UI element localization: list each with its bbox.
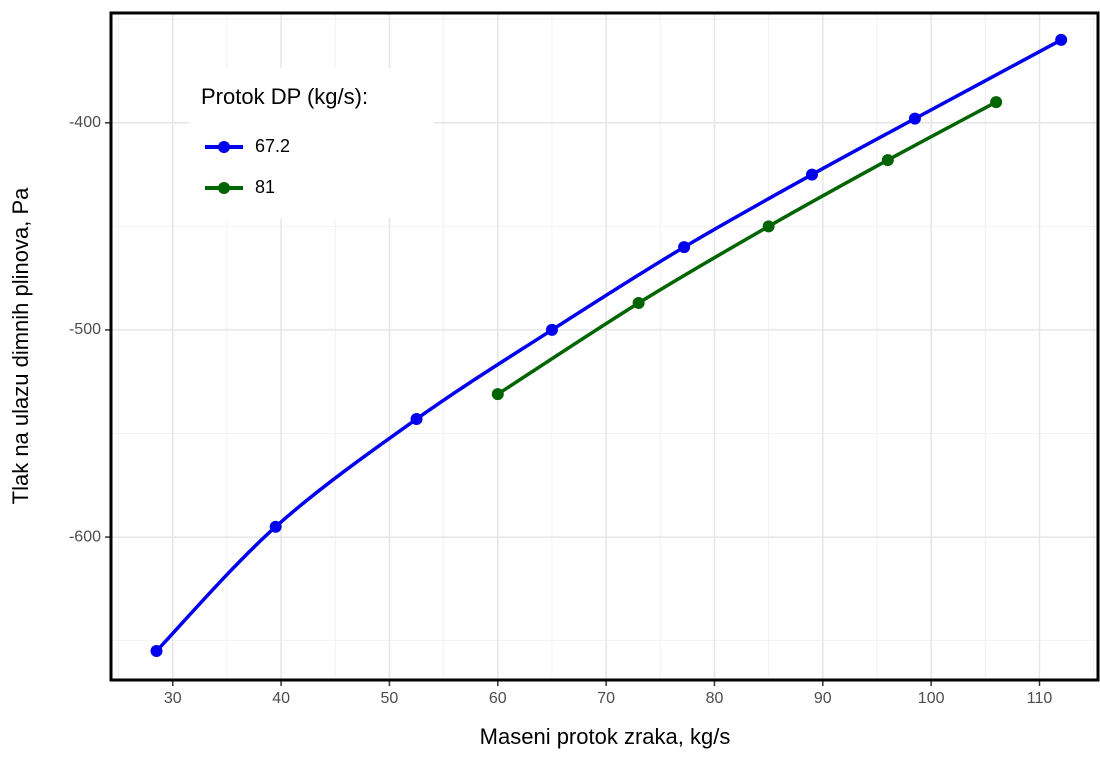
data-point [990,96,1003,109]
legend-marker [218,182,230,194]
legend-marker [218,141,230,153]
data-point [632,297,645,309]
x-tick-label: 70 [597,690,615,707]
y-tick-label: -400 [69,114,101,131]
series-line [155,38,1062,653]
x-tick-label: 90 [814,690,832,707]
data-point [150,645,163,657]
y-axis-label: Tlak na ulazu dimnih plinova, Pa [8,187,33,504]
data-point [678,241,691,254]
x-tick-label: 80 [706,690,724,707]
legend-label: 67.2 [255,136,290,156]
x-tick-label: 60 [489,690,507,707]
legend-box [189,68,434,218]
data-point [410,413,423,425]
x-tick-label: 30 [164,690,182,707]
x-axis-label: Maseni protok zraka, kg/s [480,724,731,749]
data-point [545,323,558,336]
data-point [805,168,818,181]
data-point [762,220,775,233]
x-tick-label: 40 [272,690,290,707]
legend-title: Protok DP (kg/s): [201,84,368,109]
data-point [908,112,921,125]
data-point [1055,33,1068,46]
y-tick-label: -500 [69,321,101,338]
x-tick-label: 50 [381,690,399,707]
legend-label: 81 [255,177,275,197]
x-tick-label: 110 [1027,690,1053,707]
x-tick-label: 100 [918,690,945,707]
data-point [881,154,894,167]
data-point [491,388,504,401]
data-point [269,520,282,533]
plot-border [109,11,1100,682]
y-tick-label: -600 [69,528,101,545]
